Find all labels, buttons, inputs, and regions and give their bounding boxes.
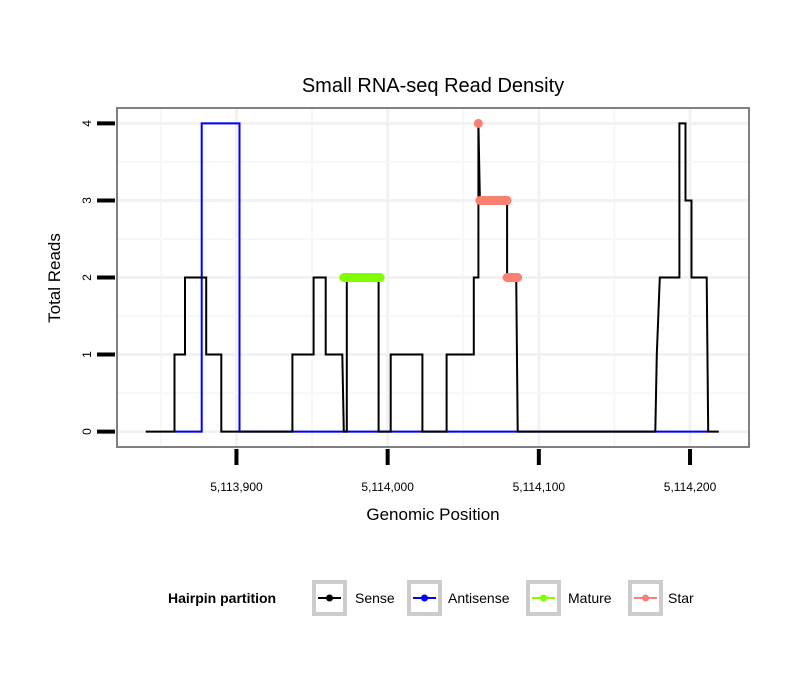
- x-tick-label: 5,114,100: [513, 480, 566, 494]
- legend-item-antisense: Antisense: [407, 580, 510, 616]
- series-line-antisense: [174, 122, 709, 433]
- x-tick-label: 5,114,000: [361, 480, 414, 494]
- legend-key-point: [326, 594, 333, 602]
- x-axis: 5,113,900 5,114,000 5,114,100 5,114,200: [210, 449, 717, 494]
- x-tick-label: 5,113,900: [210, 480, 263, 494]
- panel-border: [116, 107, 750, 448]
- y-tick-label: 4: [80, 120, 94, 127]
- series-point-star: [473, 118, 483, 128]
- y-tick-label: 3: [80, 197, 94, 204]
- legend-label: Mature: [568, 590, 612, 606]
- y-axis: 0 1 2 3 4: [80, 120, 115, 435]
- y-axis-title: Total Reads: [45, 233, 64, 323]
- legend-label: Antisense: [448, 590, 510, 606]
- chart-title: Small RNA-seq Read Density: [302, 75, 564, 97]
- series-line-sense: [145, 122, 719, 433]
- legend-label: Star: [668, 590, 694, 606]
- legend-item-mature: Mature: [526, 580, 612, 616]
- y-tick-label: 2: [80, 274, 94, 281]
- y-tick-label: 0: [80, 428, 94, 435]
- legend-title: Hairpin partition: [168, 590, 276, 606]
- legend-key-point: [421, 594, 428, 602]
- legend: Hairpin partition Sense Antisense Mature St…: [168, 580, 694, 616]
- series-layer: [145, 118, 719, 433]
- legend-label: Sense: [355, 590, 395, 606]
- legend-item-star: Star: [628, 580, 694, 616]
- y-tick-label: 1: [80, 351, 94, 358]
- x-axis-title: Genomic Position: [366, 505, 499, 524]
- legend-key-point: [540, 594, 547, 602]
- x-tick-label: 5,114,200: [664, 480, 717, 494]
- legend-item-sense: Sense: [312, 580, 395, 616]
- legend-key-point: [642, 594, 649, 602]
